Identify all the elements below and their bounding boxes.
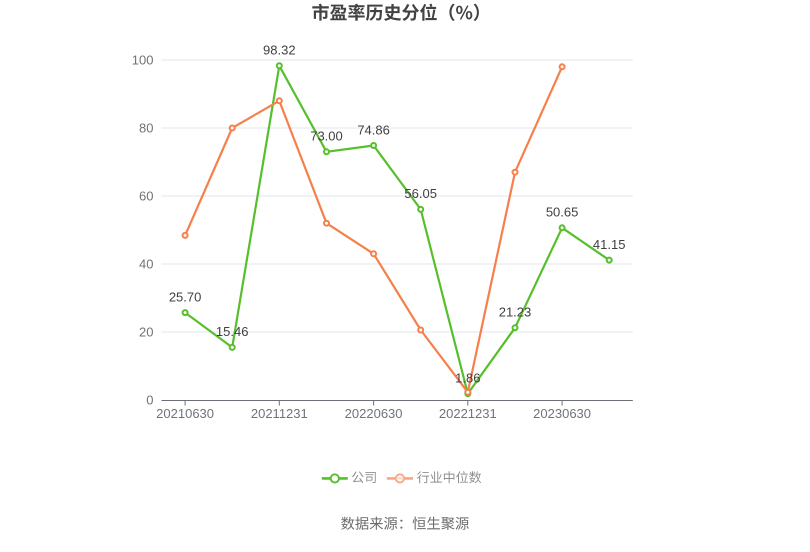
svg-text:20230630: 20230630	[533, 406, 591, 421]
svg-text:41.15: 41.15	[593, 237, 626, 252]
svg-text:56.05: 56.05	[404, 186, 437, 201]
svg-text:20: 20	[139, 325, 153, 340]
svg-text:100: 100	[132, 53, 154, 68]
svg-text:74.86: 74.86	[357, 122, 390, 137]
svg-text:60: 60	[139, 189, 153, 204]
svg-text:25.70: 25.70	[169, 289, 202, 304]
svg-text:20221231: 20221231	[439, 406, 497, 421]
svg-text:1.86: 1.86	[455, 371, 480, 386]
svg-text:98.32: 98.32	[263, 43, 296, 58]
svg-text:80: 80	[139, 121, 153, 136]
svg-text:0: 0	[146, 393, 153, 408]
svg-text:20210630: 20210630	[156, 406, 214, 421]
svg-text:50.65: 50.65	[546, 205, 579, 220]
svg-text:40: 40	[139, 257, 153, 272]
svg-text:20220630: 20220630	[345, 406, 403, 421]
svg-text:20211231: 20211231	[251, 406, 308, 421]
svg-text:73.00: 73.00	[310, 129, 343, 144]
svg-text:21.23: 21.23	[499, 305, 532, 320]
svg-text:15.46: 15.46	[216, 324, 249, 339]
